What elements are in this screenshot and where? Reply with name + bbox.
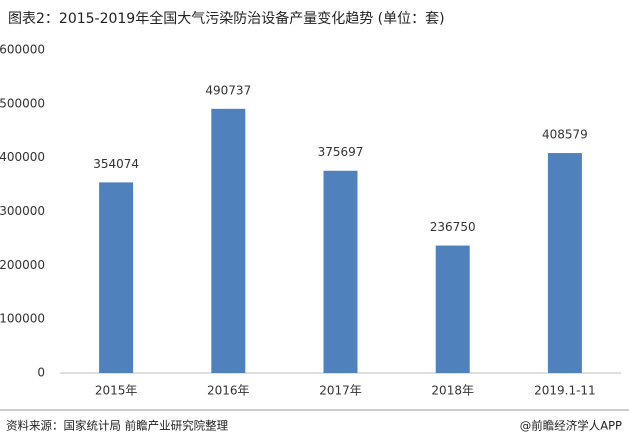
- chart-title: 图表2：2015-2019年全国大气污染防治设备产量变化趋势 (单位：套): [8, 10, 445, 27]
- credit: @前瞻经济学人APP: [520, 419, 622, 433]
- data-label: 408579: [542, 128, 588, 142]
- y-tick-label: 300000: [0, 204, 45, 218]
- x-tick-label: 2019.1-11: [534, 384, 596, 398]
- y-tick-label: 400000: [0, 150, 45, 164]
- data-label: 354074: [93, 157, 139, 171]
- y-tick-label: 600000: [0, 43, 45, 57]
- x-tick-label: 2015年: [95, 384, 138, 398]
- y-tick-label: 500000: [0, 96, 45, 110]
- bar: [323, 170, 358, 373]
- data-label: 490737: [205, 83, 251, 97]
- x-tick-label: 2018年: [431, 384, 474, 398]
- y-tick-label: 200000: [0, 258, 45, 272]
- x-tick-label: 2017年: [319, 384, 362, 398]
- bar: [547, 153, 582, 373]
- bar: [99, 182, 134, 373]
- bar: [435, 245, 470, 373]
- data-label: 236750: [430, 220, 476, 234]
- x-tick-label: 2016年: [207, 384, 250, 398]
- bar: [211, 108, 246, 373]
- y-tick-label: 100000: [0, 312, 45, 326]
- data-label: 375697: [318, 145, 364, 159]
- source-note: 资料来源：国家统计局 前瞻产业研究院整理: [6, 419, 229, 433]
- y-tick-label: 0: [37, 366, 45, 380]
